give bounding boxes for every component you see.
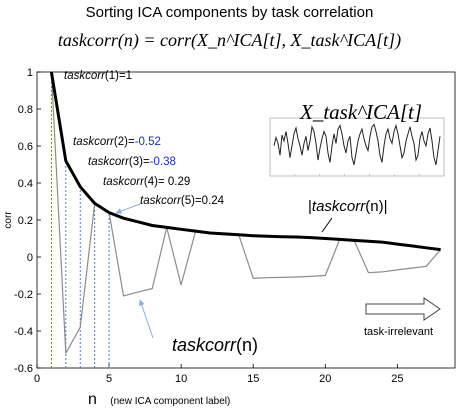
ann-value: (1)=1	[104, 70, 133, 82]
y-tick-label: 0	[27, 252, 33, 264]
annotation-arrows	[115, 203, 441, 339]
y-tick-label: 0.8	[18, 104, 33, 116]
series-line-abs-taskcorr	[49, 71, 441, 252]
annotation-taskcorr-4: taskcorr(4)= 0.29	[103, 176, 190, 188]
guide-lines	[50, 72, 110, 368]
x-tick-label: 10	[175, 373, 187, 385]
label-name: taskcorr	[311, 198, 366, 215]
arrow-to-taskcorr-5	[115, 203, 141, 214]
ann-name: taskcorr	[140, 195, 181, 207]
ann-value: (5)=0.24	[180, 195, 225, 207]
x-axis-title: n (new ICA component label)	[88, 391, 230, 409]
y-tick-label: -0.2	[14, 289, 33, 301]
y-tick-label: -0.4	[14, 326, 33, 338]
axes	[36, 71, 456, 369]
series-line-taskcorr	[50, 71, 442, 354]
inset-title: X_task^ICA[t]	[300, 100, 423, 124]
x-axis-subtitle: (new ICA component label)	[110, 396, 231, 407]
ann-name: taskcorr	[88, 156, 129, 168]
ann-name: taskcorr	[64, 70, 105, 82]
x-tick-label: 15	[247, 373, 259, 385]
x-tick-label: 20	[319, 373, 331, 385]
ann-index: (3)=	[128, 156, 150, 168]
ann-index: (2)=	[113, 136, 135, 148]
inset-plot	[269, 117, 445, 177]
x-tick-label: 25	[391, 373, 403, 385]
ann-value: -0.52	[134, 136, 161, 148]
label-post: (n)|	[365, 198, 388, 215]
x-axis-n: n	[88, 391, 97, 408]
ann-value: (4)= 0.29	[143, 176, 191, 188]
annotation-taskcorr-1: taskcorr(1)=1	[64, 70, 132, 82]
label-post: (n)	[236, 335, 259, 355]
y-tick-label: 0.2	[18, 215, 33, 227]
ann-name: taskcorr	[103, 176, 144, 188]
x-tick-label: 5	[106, 373, 112, 385]
y-axis-label: corr	[3, 211, 14, 229]
ann-name: taskcorr	[73, 136, 114, 148]
y-tick-label: -0.6	[14, 363, 33, 375]
annotation-taskcorr-2: taskcorr(2)=-0.52	[73, 136, 161, 148]
ann-value: -0.38	[149, 156, 176, 168]
label-pre: |	[308, 198, 312, 215]
annotation-taskcorr-3: taskcorr(3)=-0.38	[88, 156, 176, 168]
pointer-abs-taskcorr	[321, 217, 333, 233]
task-irrelevant-label: task-irrelevant	[364, 326, 434, 338]
abs-taskcorr-label: |taskcorr(n)|	[308, 198, 387, 215]
taskcorr-n-label: taskcorr(n)	[172, 335, 258, 356]
y-tick-label: 0.4	[18, 178, 33, 190]
arrow-to-taskcorr	[138, 299, 154, 339]
inset-series-line	[273, 123, 441, 166]
x-tick-label: 0	[34, 373, 40, 385]
y-tick-label: 0.6	[18, 141, 33, 153]
label-name: taskcorr	[172, 335, 237, 355]
formula: taskcorr(n) = corr(X_n^ICA[t], X_task^IC…	[0, 30, 459, 51]
figure-title: Sorting ICA components by task correlati…	[85, 4, 374, 21]
annotation-taskcorr-5: taskcorr(5)=0.24	[140, 195, 224, 207]
tick-labels: 0 5 10 15 20 25 -0.6 -0.4 -0.2 0 0.2 0.4 0.6 0.8 1 corr	[3, 67, 403, 385]
task-irrelevant-arrow	[365, 297, 441, 321]
formula-text: taskcorr(n) = corr(X_n^ICA[t], X_task^IC…	[57, 30, 402, 50]
y-tick-label: 1	[27, 67, 33, 79]
series-group	[49, 71, 442, 354]
